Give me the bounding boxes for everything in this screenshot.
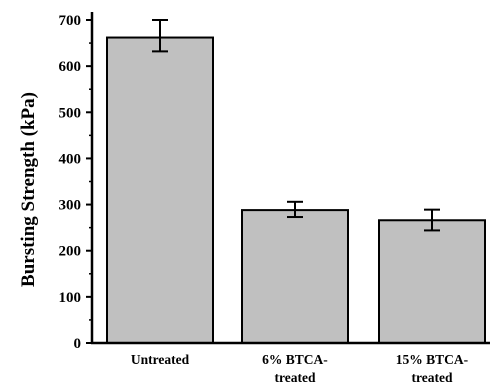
bar [106, 36, 214, 345]
error-bars-group [152, 19, 440, 232]
x-category-label: 15% BTCA- [396, 352, 468, 367]
y-tick-label: 700 [59, 13, 82, 29]
bar [378, 219, 486, 344]
bars-group [106, 36, 486, 345]
y-tick-label: 600 [59, 59, 82, 75]
y-tick-label: 0 [74, 336, 82, 352]
y-tick-label: 400 [59, 151, 82, 167]
y-axis-label: Bursting Strength (kPa) [18, 92, 39, 287]
y-tick-label: 100 [59, 290, 82, 306]
x-category-label: treated [275, 370, 316, 385]
y-tick-label: 500 [59, 105, 82, 121]
x-category-label: treated [412, 370, 453, 385]
y-tick-label: 300 [59, 198, 82, 214]
y-axis-ticks: 0 100 200 300 400 500 600 700 [59, 13, 92, 352]
y-tick-label: 200 [59, 244, 82, 260]
bar [241, 209, 349, 344]
x-category-label: Untreated [131, 352, 190, 367]
x-category-labels: Untreated 6% BTCA-treated 15% BTCA-treated [131, 352, 468, 385]
y-axis-label-group: Bursting Strength (kPa) [18, 92, 39, 287]
x-category-label: 6% BTCA- [262, 352, 328, 367]
axes-group [90, 12, 490, 345]
